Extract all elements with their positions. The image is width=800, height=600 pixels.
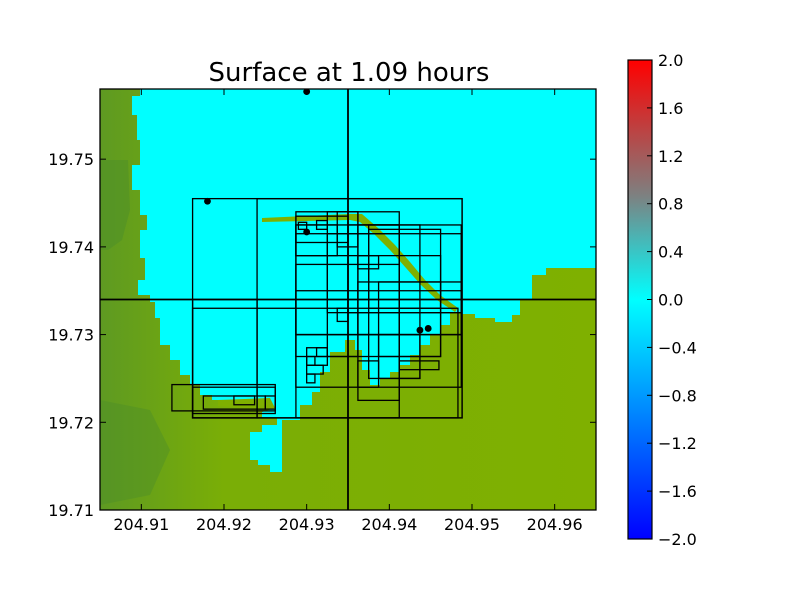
grid-patch bbox=[315, 347, 328, 358]
x-tick-label: 204.93 bbox=[279, 515, 335, 534]
land-dark-patch-south bbox=[100, 400, 170, 505]
gauge-point bbox=[416, 326, 424, 334]
grid-patch bbox=[171, 383, 276, 412]
grid-patch bbox=[306, 355, 316, 366]
x-tick-label: 204.92 bbox=[196, 515, 252, 534]
plot-area bbox=[100, 89, 596, 510]
gauge-point bbox=[303, 228, 311, 236]
colorbar-tick-label: −1.6 bbox=[658, 482, 697, 501]
y-tick-label: 19.74 bbox=[48, 238, 94, 257]
colorbar-tick-label: 1.2 bbox=[658, 147, 683, 166]
gauge-markers bbox=[204, 89, 432, 334]
colorbar-tick-label: −2.0 bbox=[658, 530, 697, 549]
x-tick-label: 204.95 bbox=[444, 515, 500, 534]
amr-grid-patches bbox=[171, 197, 463, 419]
colorbar-tick-label: 1.6 bbox=[658, 99, 683, 118]
grid-patch bbox=[357, 360, 380, 388]
colorbar-tick-label: −1.2 bbox=[658, 434, 697, 453]
grid-patch bbox=[377, 333, 421, 380]
colorbar-tick-label: 0.4 bbox=[658, 243, 683, 262]
x-tick-label: 204.94 bbox=[361, 515, 417, 534]
grid-patch bbox=[357, 254, 380, 270]
colorbar-tick-label: −0.4 bbox=[658, 338, 697, 357]
y-tick-label: 19.72 bbox=[48, 413, 94, 432]
x-axis: 204.91 204.92 204.93 204.94 204.95 204.96 bbox=[113, 89, 583, 534]
colorbar-tick-label: 2.0 bbox=[658, 51, 683, 70]
y-axis: 19.71 19.72 19.73 19.74 19.75 bbox=[48, 150, 596, 520]
colorbar-tick-label: 0.0 bbox=[658, 291, 683, 310]
y-tick-label: 19.75 bbox=[48, 150, 94, 169]
land-dark-patch bbox=[100, 160, 130, 250]
colorbar-ticks: −2.0 −1.6 −1.2 −0.8 −0.4 0.0 0.4 0.8 1.2 1.6 2.0 bbox=[647, 51, 697, 549]
x-tick-label: 204.91 bbox=[113, 515, 169, 534]
gauge-point bbox=[204, 197, 211, 205]
grid-patch bbox=[233, 395, 256, 406]
plot-frame bbox=[99, 88, 597, 511]
y-tick-label: 19.71 bbox=[48, 501, 94, 520]
colorbar: −2.0 −1.6 −1.2 −0.8 −0.4 0.0 0.4 0.8 1.2 1.6 2.0 bbox=[627, 51, 697, 549]
grid-patch bbox=[315, 219, 328, 230]
grid-patch bbox=[398, 360, 440, 371]
grid-patch bbox=[297, 221, 308, 230]
colorbar-tick-label: 0.8 bbox=[658, 195, 683, 214]
grid-patch bbox=[306, 373, 316, 384]
gauge-point bbox=[424, 325, 432, 332]
y-tick-label: 19.73 bbox=[48, 326, 94, 345]
chart-title: Surface at 1.09 hours bbox=[209, 58, 490, 88]
colorbar-tick-label: −0.8 bbox=[658, 386, 697, 405]
x-tick-label: 204.96 bbox=[527, 515, 583, 534]
